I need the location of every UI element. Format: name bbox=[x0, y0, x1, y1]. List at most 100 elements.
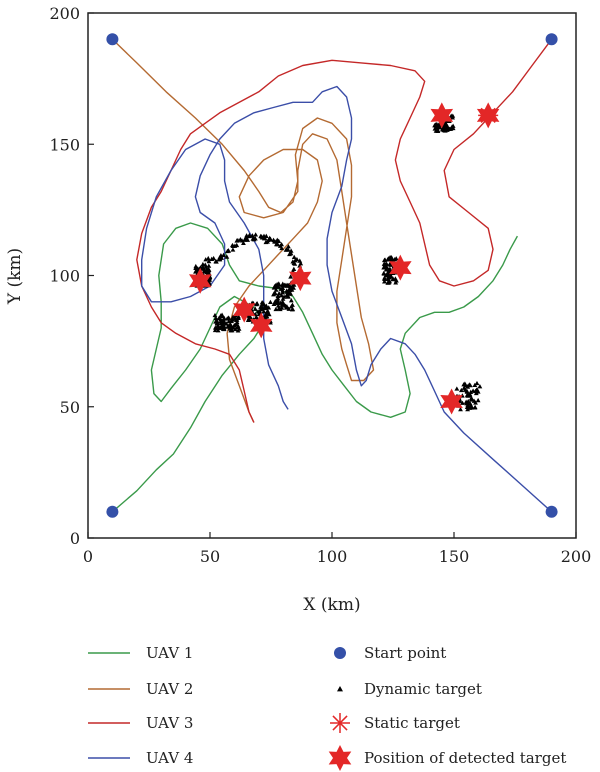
dynamic-target bbox=[276, 238, 282, 243]
legend-label: Start point bbox=[364, 644, 446, 662]
dynamic-target bbox=[212, 312, 218, 318]
dynamic-target bbox=[288, 248, 294, 253]
dynamic-target bbox=[221, 252, 226, 257]
dynamic-target bbox=[275, 293, 281, 299]
dynamic-target bbox=[261, 236, 267, 241]
dynamic-target bbox=[389, 255, 395, 260]
legend: UAV 1 UAV 2 UAV 3 UAV 4 Start point Dynamic t… bbox=[88, 644, 566, 771]
detected-target bbox=[250, 312, 273, 339]
detected-target bbox=[289, 265, 312, 292]
legend-label: Position of detected target bbox=[364, 749, 566, 767]
dynamic-target bbox=[220, 313, 225, 319]
dynamic-target bbox=[285, 294, 291, 299]
start-point bbox=[106, 33, 119, 46]
uav-1-path bbox=[111, 222, 519, 513]
dynamic-target bbox=[229, 318, 235, 324]
dynamic-target bbox=[468, 389, 474, 394]
x-tick-label: 100 bbox=[317, 547, 348, 566]
dynamic-target bbox=[264, 314, 270, 319]
dynamic-target bbox=[458, 406, 463, 412]
start-point bbox=[545, 33, 558, 46]
dynamic-target bbox=[285, 283, 290, 288]
dynamic-target bbox=[280, 290, 286, 295]
detected-target bbox=[389, 254, 412, 281]
dynamic-target bbox=[433, 123, 439, 128]
dynamic-target bbox=[195, 266, 201, 271]
legend-swatch bbox=[328, 745, 352, 771]
detected-target bbox=[189, 267, 212, 294]
dynamic-target bbox=[291, 282, 297, 287]
legend-swatch bbox=[330, 713, 350, 733]
dynamic-target bbox=[468, 403, 474, 408]
dynamic-target bbox=[288, 251, 294, 256]
dynamic-target bbox=[279, 293, 284, 298]
dynamic-target bbox=[219, 255, 224, 260]
dynamic-target bbox=[280, 282, 285, 288]
dynamic-target bbox=[288, 274, 294, 279]
dynamic-target bbox=[292, 261, 298, 266]
dynamic-target bbox=[271, 301, 277, 306]
dynamic-target bbox=[252, 306, 258, 311]
dynamic-target bbox=[287, 287, 293, 293]
dynamic-target bbox=[260, 300, 266, 306]
y-axis-label: Y (km) bbox=[5, 248, 25, 305]
dynamic-target bbox=[393, 280, 399, 285]
dynamic-target bbox=[206, 267, 212, 272]
dynamic-target bbox=[222, 320, 228, 325]
dynamic-target bbox=[202, 262, 208, 267]
dynamic-target bbox=[477, 384, 483, 389]
dynamic-target bbox=[382, 279, 387, 284]
dynamic-target bbox=[244, 233, 250, 238]
dynamic-target bbox=[393, 256, 399, 261]
dynamic-target bbox=[234, 242, 240, 248]
legend-item: UAV 1 bbox=[88, 644, 193, 662]
dynamic-target bbox=[237, 236, 243, 242]
dynamic-target bbox=[227, 325, 233, 331]
dynamic-target bbox=[275, 242, 281, 247]
x-tick-label: 0 bbox=[83, 547, 93, 566]
dynamic-target bbox=[388, 273, 394, 278]
legend-label: UAV 1 bbox=[146, 644, 193, 662]
dynamic-target bbox=[220, 317, 226, 322]
dynamic-target bbox=[235, 323, 241, 328]
dynamic-target bbox=[450, 115, 455, 120]
dynamic-target bbox=[275, 283, 281, 288]
dynamic-target bbox=[473, 388, 478, 394]
x-tick-label: 200 bbox=[561, 547, 592, 566]
dynamic-target bbox=[290, 306, 296, 312]
dynamic-target bbox=[275, 296, 281, 301]
dynamic-target bbox=[211, 255, 217, 261]
dynamic-target bbox=[273, 287, 279, 292]
dynamic-target bbox=[220, 326, 226, 331]
dynamic-target bbox=[264, 311, 270, 316]
dynamic-target bbox=[263, 304, 268, 310]
dynamic-target bbox=[283, 305, 289, 310]
dynamic-target bbox=[201, 268, 207, 274]
dynamic-target bbox=[439, 127, 445, 132]
dynamic-target bbox=[232, 316, 238, 321]
dynamic-target bbox=[207, 277, 212, 282]
dynamic-target bbox=[454, 386, 460, 391]
dynamic-target bbox=[250, 233, 255, 238]
dynamic-target bbox=[385, 274, 391, 280]
dynamic-target bbox=[213, 259, 219, 264]
legend-item: UAV 2 bbox=[88, 680, 193, 698]
dynamic-target bbox=[460, 400, 465, 405]
dynamic-target bbox=[275, 303, 281, 308]
dynamic-target bbox=[385, 276, 391, 282]
dynamic-target bbox=[224, 254, 230, 259]
dynamic-target bbox=[386, 280, 392, 285]
dynamic-target bbox=[280, 285, 286, 291]
dynamic-target bbox=[206, 258, 212, 264]
dynamic-target bbox=[277, 306, 283, 312]
dynamic-target bbox=[461, 382, 467, 387]
legend-label: UAV 4 bbox=[146, 749, 193, 767]
dynamic-target bbox=[230, 247, 236, 252]
legend-label: UAV 2 bbox=[146, 680, 193, 698]
dynamic-target bbox=[465, 384, 471, 389]
dynamic-target bbox=[279, 301, 285, 306]
legend-swatch bbox=[337, 686, 343, 692]
x-tick-label: 150 bbox=[439, 547, 470, 566]
dynamic-target bbox=[268, 236, 274, 242]
